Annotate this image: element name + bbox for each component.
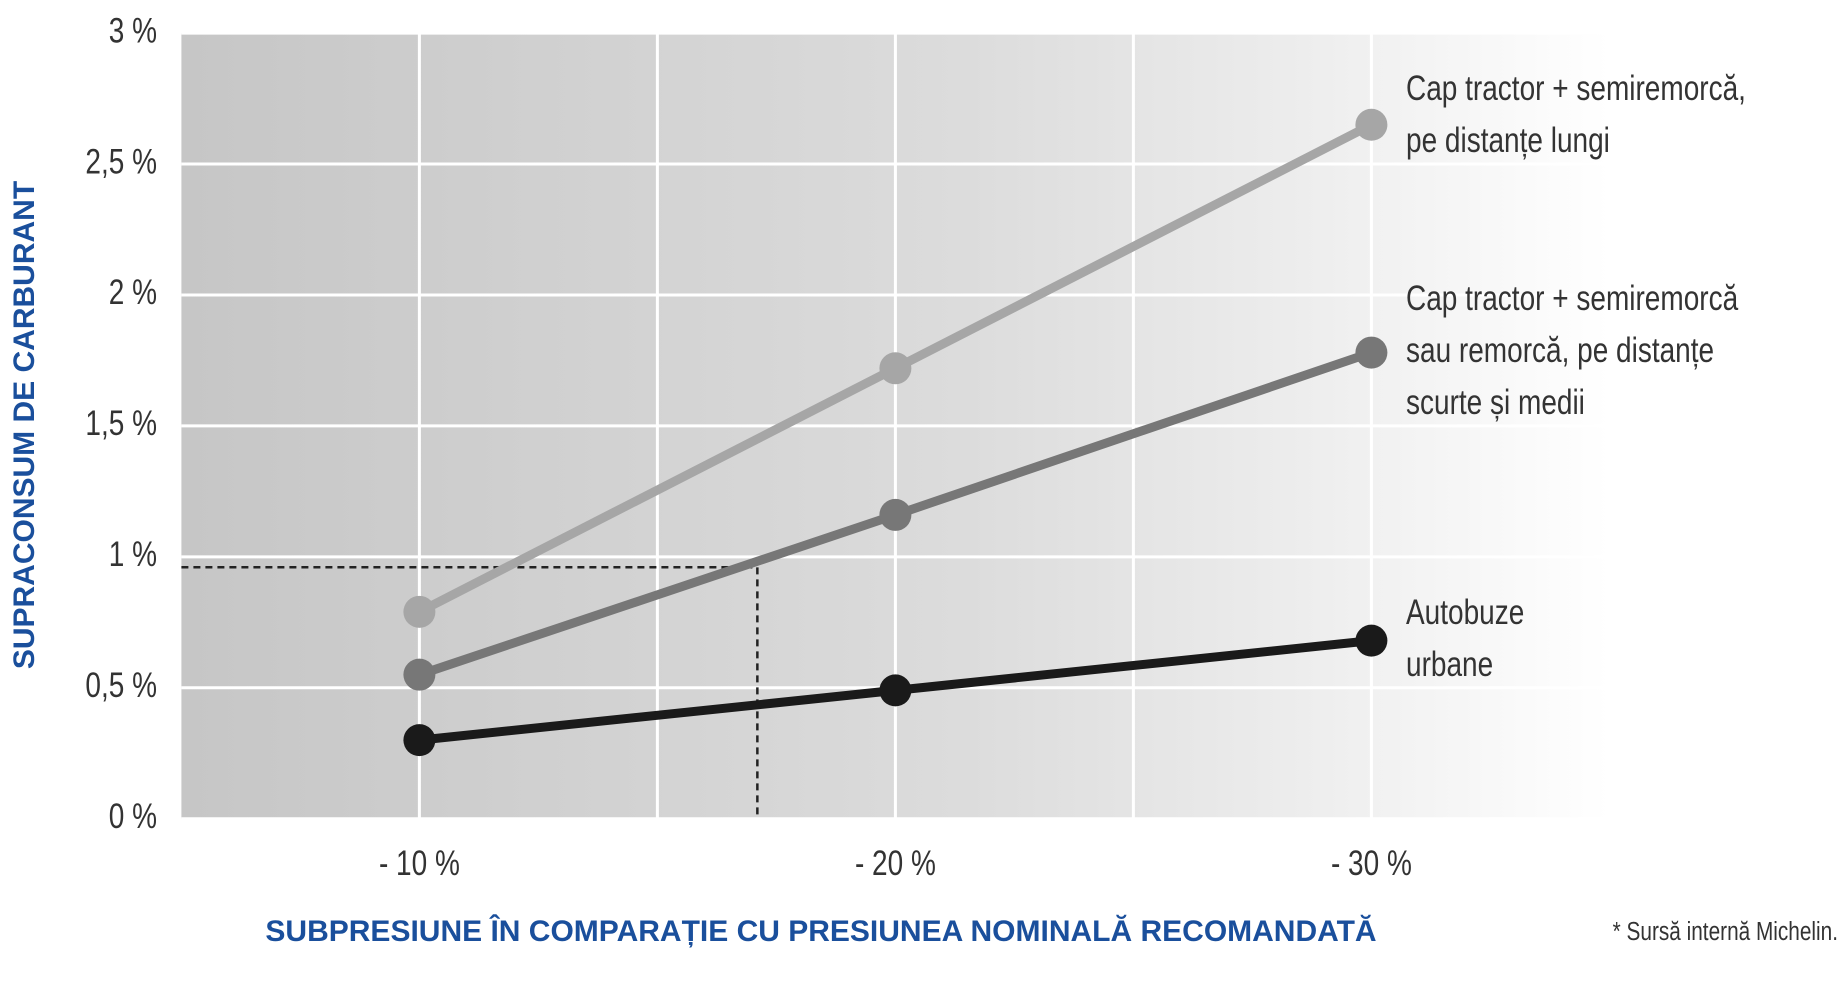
series-label: pe distanțe lungi [1406,120,1610,160]
x-tick-label: - 20 % [855,843,936,883]
data-point [1355,624,1388,657]
y-tick-label: 1 % [109,534,157,574]
y-tick-label: 2 % [109,272,157,312]
series-label: urbane [1406,644,1493,684]
y-axis-title: SUPRACONSUM DE CARBURANT [8,181,41,669]
y-tick-label: 0,5 % [85,665,157,705]
y-tick-label: 0 % [109,796,157,836]
series-label: Autobuze [1406,592,1524,632]
series-label: Cap tractor + semiremorcă, [1406,68,1746,108]
y-tick-label: 2,5 % [85,141,157,181]
series-label: Cap tractor + semiremorcă [1406,278,1738,318]
data-point [403,595,436,628]
x-tick-label: - 30 % [1331,843,1412,883]
data-point [879,352,912,385]
footnote: * Sursă internă Michelin. [1613,917,1838,946]
series-label: scurte și medii [1406,382,1585,422]
data-point [1355,336,1388,369]
y-tick-label: 1,5 % [85,403,157,443]
series-label: sau remorcă, pe distanțe [1406,330,1714,370]
y-tick-label: 3 % [109,10,157,50]
x-axis-title: SUBPRESIUNE ÎN COMPARAȚIE CU PRESIUNEA N… [265,914,1376,948]
data-point [403,724,436,757]
data-point [879,498,912,531]
data-point [1355,108,1388,141]
x-tick-label: - 10 % [379,843,460,883]
data-point [403,658,436,691]
data-point [879,674,912,707]
